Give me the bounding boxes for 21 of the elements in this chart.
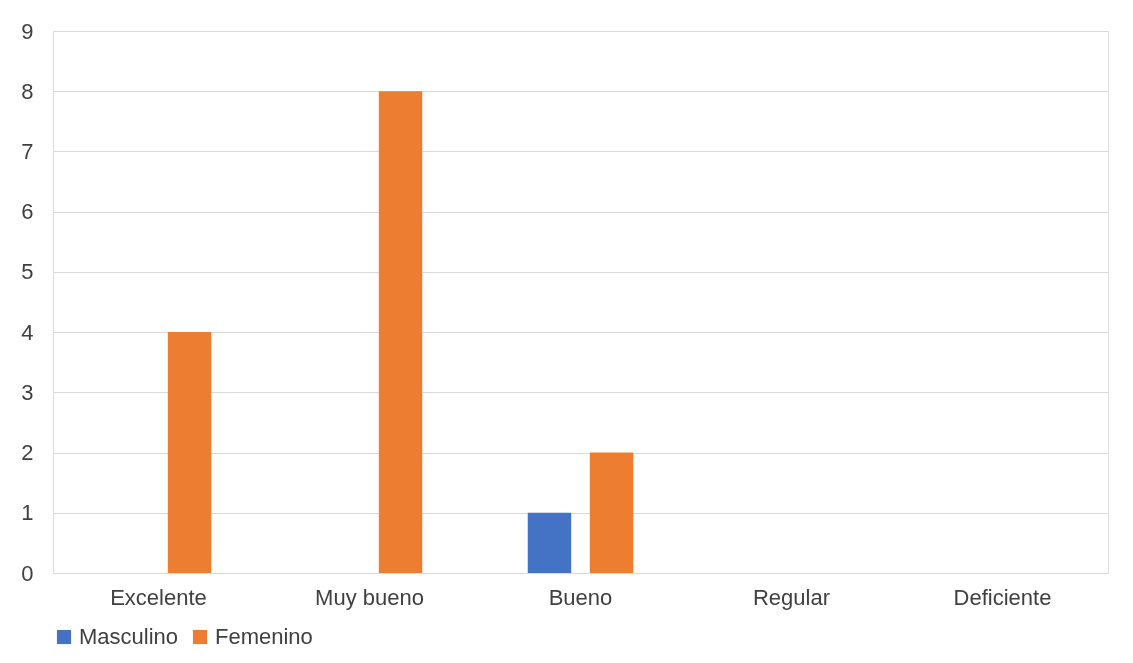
legend-label: Masculino bbox=[79, 624, 179, 649]
legend-label: Femenino bbox=[215, 624, 313, 649]
y-tick-label: 7 bbox=[21, 138, 34, 164]
y-tick-label: 4 bbox=[21, 319, 34, 345]
y-tick-label: 5 bbox=[21, 259, 34, 285]
x-tick-label: Deficiente bbox=[953, 584, 1052, 610]
bar bbox=[589, 452, 634, 573]
y-tick-label: 9 bbox=[21, 18, 34, 44]
y-tick-label: 8 bbox=[21, 78, 34, 104]
x-tick-label: Regular bbox=[752, 584, 831, 610]
y-tick-label: 6 bbox=[21, 199, 34, 225]
bar bbox=[167, 332, 212, 573]
bar bbox=[527, 512, 572, 573]
y-tick-label: 1 bbox=[21, 500, 34, 526]
y-tick-label: 2 bbox=[21, 440, 34, 466]
x-tick-label: Muy bueno bbox=[315, 584, 424, 610]
y-tick-label: 0 bbox=[21, 560, 34, 586]
x-tick-label: Excelente bbox=[110, 584, 207, 610]
bar bbox=[378, 91, 423, 573]
y-tick-label: 3 bbox=[21, 379, 34, 405]
x-tick-label: Bueno bbox=[548, 584, 613, 610]
